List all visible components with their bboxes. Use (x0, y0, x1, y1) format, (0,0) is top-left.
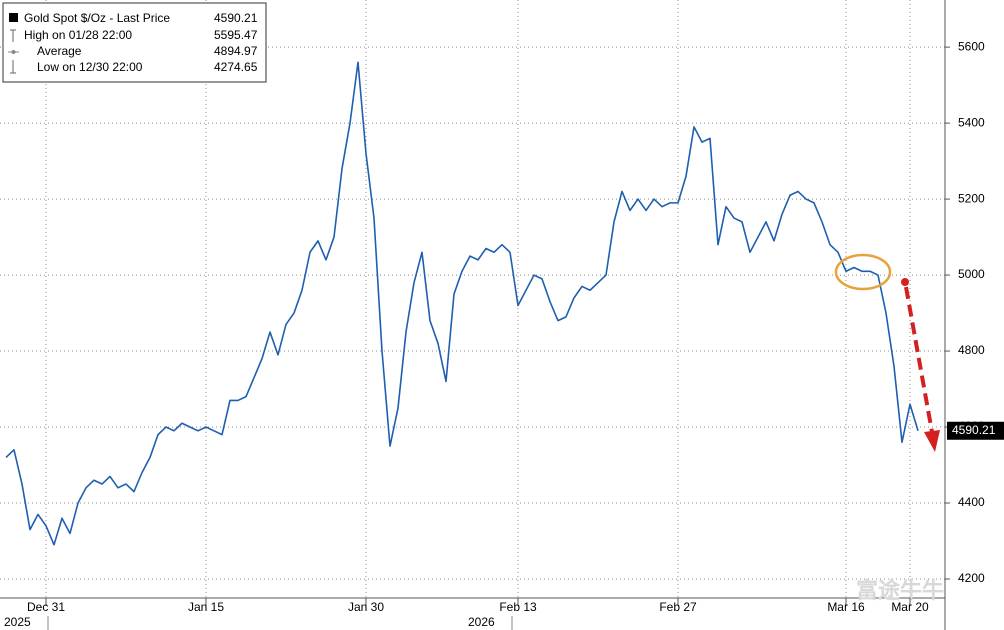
x-tick-label: Mar 16 (827, 600, 865, 614)
arrow-start (901, 278, 909, 286)
legend-value: 4894.97 (214, 44, 258, 58)
arrow-shaft (904, 286, 934, 433)
y-tick-label: 5600 (958, 39, 985, 53)
legend-label: Gold Spot $/Oz - Last Price (24, 11, 170, 25)
watermark: 富途牛牛 (856, 578, 944, 603)
x-tick-label: Feb 27 (659, 600, 697, 614)
legend-value: 5595.47 (214, 28, 258, 42)
y-tick-label: 5400 (958, 115, 985, 129)
highlight-ellipse (834, 253, 892, 291)
x-tick-label: Feb 13 (499, 600, 537, 614)
legend-label: Average (37, 44, 82, 58)
series-layer (5, 61, 919, 546)
y-tick-label: 4400 (958, 495, 985, 509)
year-label: 2025 (4, 615, 31, 629)
legend-value: 4274.65 (214, 60, 258, 74)
last-price-label: 4590.21 (952, 423, 996, 437)
last-price-tag (947, 421, 1004, 440)
legend-swatch (9, 13, 18, 22)
legend-label: High on 01/28 22:00 (24, 28, 132, 42)
legend-label: Low on 12/30 22:00 (37, 60, 143, 74)
legend-box (2, 2, 267, 83)
x-tick-label: Jan 15 (188, 600, 224, 614)
arrow-head (924, 430, 940, 452)
x-tick-label: Dec 31 (27, 600, 65, 614)
y-tick-label: 5200 (958, 191, 985, 205)
legend-icon (11, 50, 16, 54)
series-line (5, 61, 919, 546)
x-tick-label: Mar 20 (891, 600, 929, 614)
y-tick-label: 4200 (958, 571, 985, 585)
y-tick-label: 5000 (958, 267, 985, 281)
legend-value: 4590.21 (214, 11, 258, 25)
year-label: 2026 (468, 615, 495, 629)
grid (0, 0, 945, 598)
y-tick-label: 4800 (958, 343, 985, 357)
x-tick-label: Jan 30 (348, 600, 384, 614)
legend: Gold Spot $/Oz - Last Price 4590.21 High… (2, 2, 267, 83)
